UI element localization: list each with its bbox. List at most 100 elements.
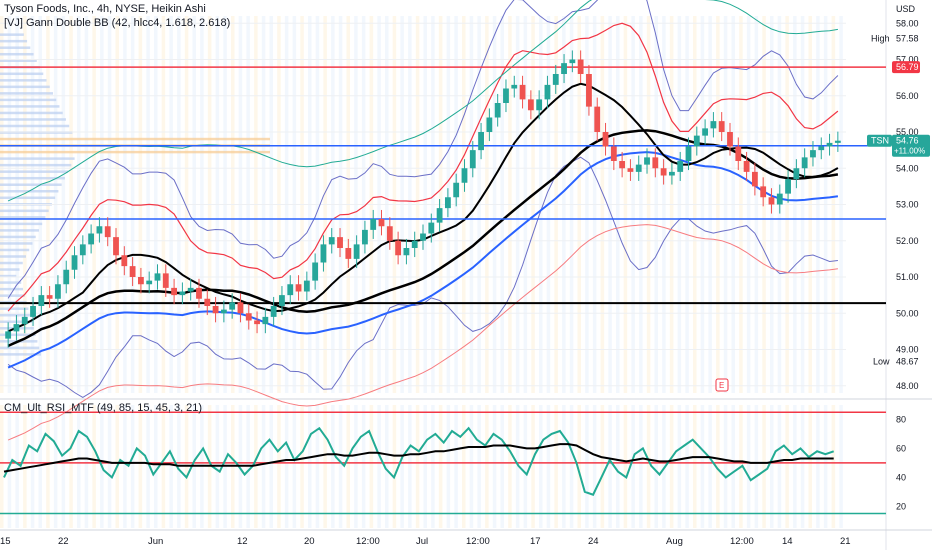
session-band <box>716 405 720 528</box>
session-band <box>708 405 712 528</box>
session-band <box>762 405 766 528</box>
session-band <box>315 405 320 528</box>
x-tick-label: 20 <box>304 536 315 547</box>
candle-body <box>569 59 576 64</box>
session-band <box>646 405 651 528</box>
candle-body <box>179 291 186 296</box>
session-band <box>415 405 420 528</box>
session-band <box>608 405 612 528</box>
session-band <box>431 405 435 528</box>
session-band <box>446 405 451 528</box>
candle-body <box>710 121 717 129</box>
candle-body <box>337 237 343 248</box>
candle-body <box>702 128 709 136</box>
candle-body <box>776 193 783 205</box>
volume-profile-bar <box>0 346 40 350</box>
session-band <box>69 405 73 528</box>
volume-profile-bar <box>0 294 25 297</box>
session-band <box>500 405 504 528</box>
candle-body <box>328 237 335 245</box>
session-band <box>639 405 643 528</box>
session-band <box>562 405 566 528</box>
y-tick-label: 53.00 <box>896 200 919 210</box>
blue-band <box>7 151 839 369</box>
candle-body <box>21 316 28 325</box>
candle-body <box>187 287 194 292</box>
indicator-legend: [VJ] Gann Double BB (42, hlcc4, 1.618, 2… <box>4 17 231 29</box>
candle-body <box>146 280 153 285</box>
volume-profile-bar <box>0 176 65 180</box>
session-band <box>61 405 66 528</box>
candle-body <box>760 186 767 198</box>
candle-body <box>619 161 626 169</box>
x-tick-label: 21 <box>840 536 851 547</box>
candle-body <box>196 287 202 299</box>
session-band <box>531 405 535 528</box>
y-tick-label: 50.00 <box>896 308 919 318</box>
volume-profile-bar <box>0 333 36 337</box>
volume-profile-bar <box>0 248 30 252</box>
volume-profile-bar <box>0 281 22 284</box>
volume-profile-bar <box>0 170 69 173</box>
session-band <box>515 405 520 528</box>
session-band <box>492 405 497 528</box>
candle-body <box>30 306 36 317</box>
candle-body <box>46 295 53 299</box>
session-band <box>654 405 658 528</box>
session-band <box>693 405 697 528</box>
candle-body <box>486 117 493 132</box>
session-band <box>677 405 682 528</box>
volume-profile-bar <box>0 287 23 291</box>
candle-body <box>254 320 260 325</box>
y-tick-label: 57.00 <box>896 55 919 65</box>
volume-profile-bar <box>0 242 33 245</box>
session-band <box>631 405 635 528</box>
volume-profile-bar <box>0 98 57 102</box>
volume-profile-bar <box>0 39 28 43</box>
session-band <box>130 405 135 528</box>
volume-profile-bar <box>0 163 72 167</box>
session-band <box>169 405 173 528</box>
session-band <box>577 405 581 528</box>
candle-body <box>610 146 617 161</box>
session-band <box>592 405 597 528</box>
x-tick-label: 14 <box>782 536 793 547</box>
chart-title: Tyson Foods, Inc., 4h, NYSE, Heikin Ashi <box>4 3 206 15</box>
candle-body <box>154 273 161 281</box>
rsi-fast-line <box>3 426 835 496</box>
candle-body <box>137 277 144 285</box>
candle-body <box>428 222 435 234</box>
candle-body <box>88 233 95 245</box>
session-band <box>462 405 466 528</box>
candle-body <box>602 132 609 147</box>
session-band <box>38 405 42 528</box>
volume-profile-bar <box>0 274 17 278</box>
candle-body <box>669 171 675 176</box>
session-band <box>323 405 327 528</box>
candle-body <box>121 255 128 267</box>
session-band <box>123 405 127 528</box>
candle-body <box>494 103 501 118</box>
inner-band-upper <box>7 22 839 312</box>
y-tick-label: 49.00 <box>896 345 919 355</box>
session-band <box>816 405 820 528</box>
candle-body <box>55 284 61 299</box>
candle-body <box>129 266 136 277</box>
candle-body <box>362 229 368 245</box>
session-band <box>369 405 374 528</box>
session-band <box>508 405 512 528</box>
red-level-tag-bg <box>892 61 920 74</box>
candle-body <box>453 182 460 198</box>
x-tick-label: Jun <box>148 536 163 547</box>
candle-body <box>370 219 377 230</box>
volume-profile-bar <box>0 196 56 200</box>
session-band <box>107 405 112 528</box>
session-band <box>831 405 836 528</box>
session-band <box>84 405 89 528</box>
candle-body <box>834 140 841 143</box>
session-band <box>808 405 812 528</box>
volume-profile-bar <box>0 85 50 89</box>
x-tick-label: 24 <box>588 536 599 547</box>
volume-profile-bar <box>0 72 44 76</box>
